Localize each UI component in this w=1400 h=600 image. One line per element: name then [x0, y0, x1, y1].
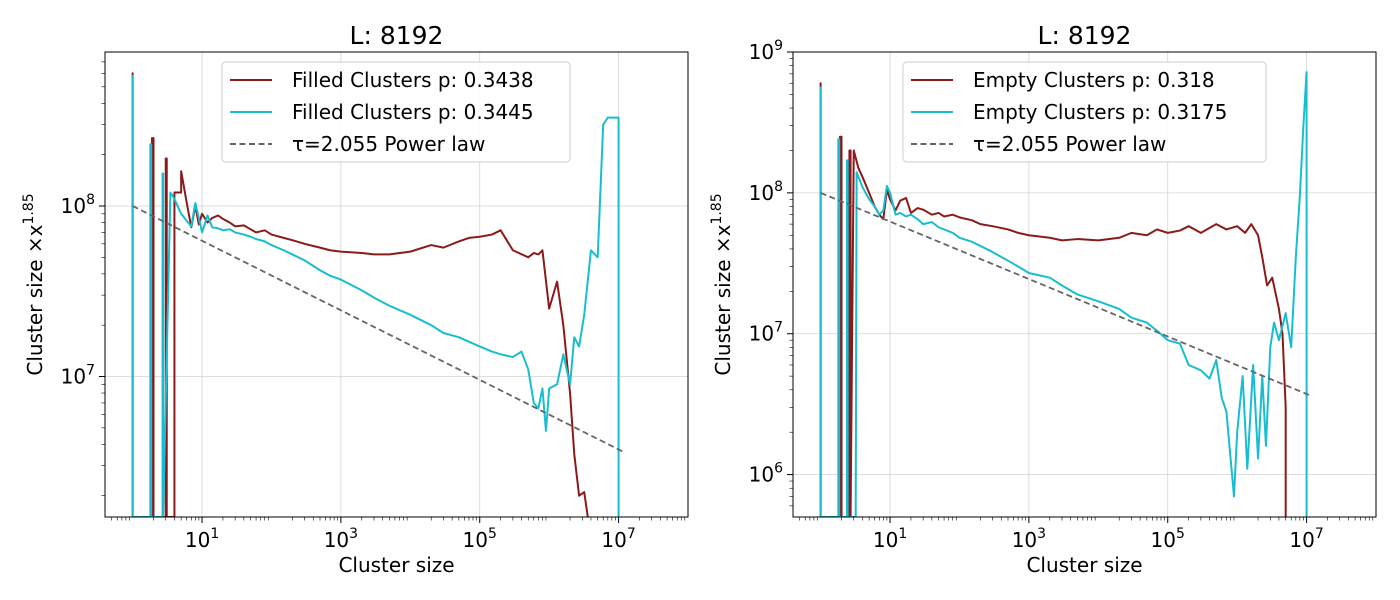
x-tick-label: 107 [1289, 526, 1323, 552]
y-tick-label: 106 [749, 461, 783, 487]
series-line-2 [132, 205, 625, 453]
series-line-2 [820, 192, 1313, 398]
y-axis-label: Cluster size ×x1.85 [21, 193, 47, 375]
legend-label: Filled Clusters p: 0.3445 [292, 100, 534, 124]
series-group [131, 72, 625, 517]
y-tick-label: 108 [749, 179, 783, 205]
legend-label: τ=2.055 Power law [973, 132, 1166, 156]
y-axis-label: Cluster size ×x1.85 [709, 193, 735, 375]
chart-right: 101 103 105 107 106 107 108 109 L: 8192 Cluster s… [709, 21, 1377, 577]
minor-ticks [101, 61, 686, 521]
x-tick-label: 101 [185, 526, 219, 552]
series-line-0 [131, 72, 589, 517]
y-tick-label: 108 [61, 192, 95, 218]
x-tick-label: 105 [1151, 526, 1185, 552]
series-line-1 [131, 74, 620, 517]
x-axis-label: Cluster size [1026, 553, 1142, 577]
legend-label: Empty Clusters p: 0.318 [973, 68, 1215, 92]
chart-title: L: 8192 [1038, 21, 1132, 50]
series-group [819, 71, 1313, 517]
x-tick-label: 107 [601, 526, 635, 552]
x-axis-label: Cluster size [338, 553, 454, 577]
legend-label: τ=2.055 Power law [292, 132, 485, 156]
minor-ticks [789, 58, 1374, 521]
x-tick-label: 101 [873, 526, 907, 552]
plot-area-frame [792, 51, 1377, 518]
legend-box [902, 61, 1267, 163]
y-tick-label: 107 [61, 363, 95, 389]
legend: Empty Clusters p: 0.318 Empty Clusters p:… [902, 61, 1267, 163]
x-tick-label: 103 [324, 526, 358, 552]
y-tick-label: 107 [749, 320, 783, 346]
x-tick-label: 103 [1012, 526, 1046, 552]
plot-area-frame [104, 51, 689, 518]
series-line-1 [819, 71, 1308, 517]
chart-title: L: 8192 [350, 21, 444, 50]
x-tick-label: 105 [463, 526, 497, 552]
legend: Filled Clusters p: 0.3438 Filled Clusters… [221, 61, 571, 163]
y-tick-label: 109 [749, 38, 783, 64]
legend-label: Filled Clusters p: 0.3438 [292, 68, 534, 92]
legend-label: Empty Clusters p: 0.3175 [973, 100, 1227, 124]
chart-left: 101 103 105 107 107 108 L: 8192 Cluster size Clu… [21, 21, 689, 577]
legend-box [221, 61, 571, 163]
series-line-0 [819, 82, 1287, 517]
